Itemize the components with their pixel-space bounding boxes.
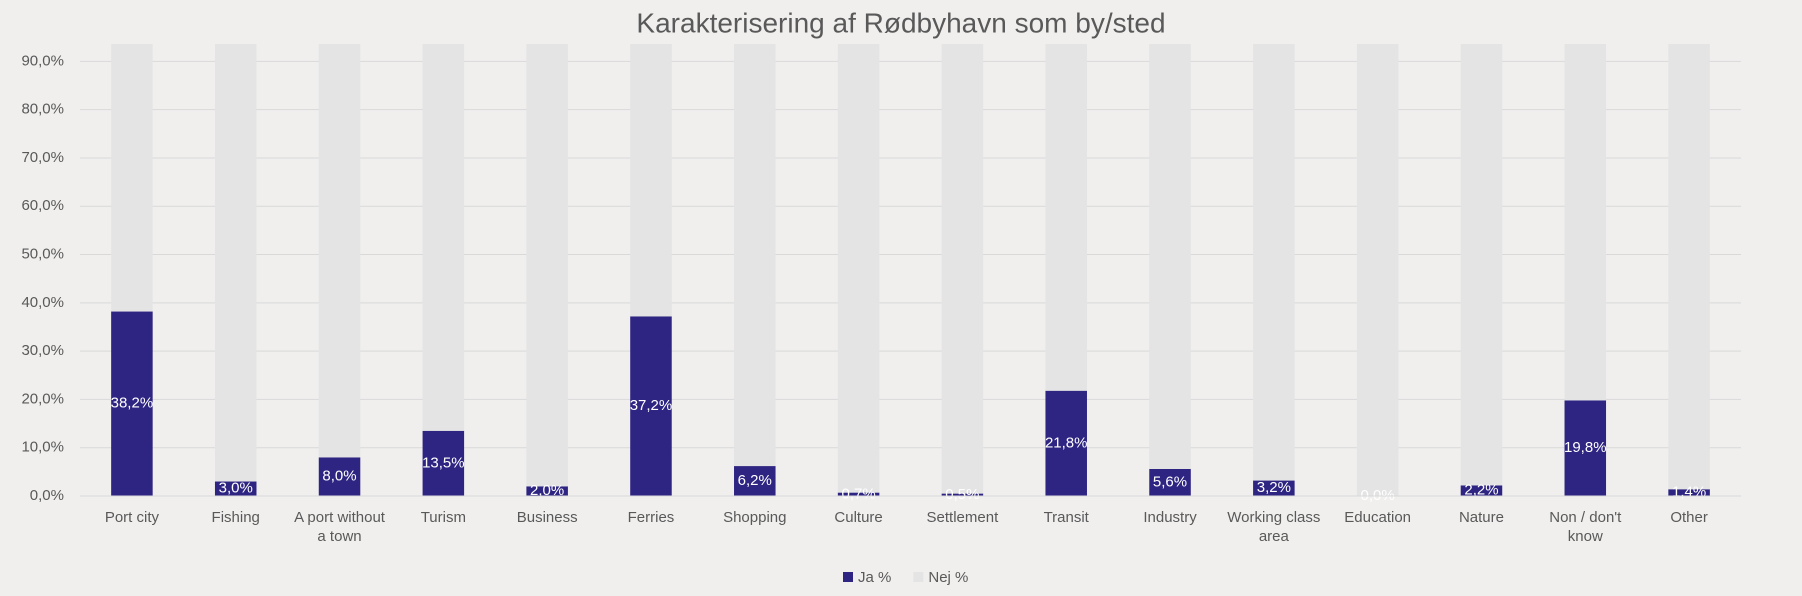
bar-segment	[1253, 44, 1295, 481]
bar-segment	[1564, 44, 1607, 401]
bar-segment	[1149, 468, 1191, 496]
y-tick-label: 90,0%	[21, 52, 64, 69]
bar-segment	[630, 44, 672, 317]
data-label: 3,0%	[219, 480, 253, 497]
data-label: 0,0%	[1361, 487, 1395, 504]
bar-segment	[318, 457, 361, 496]
y-tick-label: 40,0%	[21, 294, 64, 311]
bar-segment	[318, 44, 361, 458]
x-tick-label: Business	[516, 509, 578, 526]
x-tick-label: Shopping	[723, 509, 787, 526]
x-tick-label: Other	[1670, 509, 1708, 526]
x-tick-label: Culture	[834, 509, 883, 526]
x-tick-label: Non / don't know	[1549, 509, 1622, 545]
bar-segment	[214, 481, 257, 496]
legend-swatch	[913, 572, 924, 582]
x-tick-label: Industry	[1143, 509, 1197, 526]
data-label: 21,8%	[1045, 434, 1088, 451]
plot-area	[111, 44, 1710, 496]
x-tick-label: Nature	[1458, 509, 1504, 526]
bar-segment	[837, 492, 880, 496]
data-label: 8,0%	[322, 468, 356, 485]
x-tick-label: Transit	[1043, 509, 1089, 526]
bar-segment	[1668, 489, 1710, 496]
y-tick-label: 30,0%	[21, 342, 64, 359]
data-label: 13,5%	[422, 454, 465, 471]
chart-title: Karakterisering af Rødbyhavn som by/sted	[636, 7, 1165, 38]
bar-segment	[422, 430, 465, 496]
x-tick-label: A port without a town	[294, 509, 385, 545]
legend-label: Ja %	[858, 569, 891, 586]
bar-segment	[526, 44, 568, 487]
bar-segment	[1460, 44, 1503, 486]
data-label: 2,0%	[530, 482, 564, 499]
data-label: 3,2%	[1257, 479, 1291, 496]
y-tick-label: 60,0%	[21, 197, 64, 214]
bar-segment	[837, 44, 880, 493]
bar-segment	[1564, 400, 1607, 496]
legend-swatch	[843, 572, 853, 582]
x-tick-label: Fishing	[211, 509, 260, 526]
bar-segment	[214, 44, 257, 482]
data-label: 1,4%	[1672, 484, 1706, 501]
data-label: 0,7%	[841, 485, 875, 502]
bar-segment	[422, 44, 465, 431]
bar-segment	[111, 311, 153, 496]
y-tick-label: 0,0%	[30, 487, 64, 504]
data-label: 38,2%	[111, 395, 154, 412]
bar-segment	[111, 44, 153, 312]
data-label: 6,2%	[738, 472, 772, 489]
bar-segment	[1460, 485, 1503, 496]
bar-segment	[1668, 44, 1710, 490]
x-tick-label: Ferries	[627, 509, 675, 526]
y-tick-label: 80,0%	[21, 101, 64, 118]
bar-segment	[1149, 44, 1191, 469]
bar-segment	[941, 44, 984, 494]
data-label: 0,5%	[945, 486, 979, 503]
data-label: 19,8%	[1564, 439, 1607, 456]
y-tick-label: 20,0%	[21, 390, 64, 407]
legend-label: Nej %	[928, 569, 968, 586]
bar-segment	[526, 486, 568, 496]
y-tick-label: 70,0%	[21, 149, 64, 166]
x-tick-label: Settlement	[926, 509, 999, 526]
data-label: 37,2%	[630, 397, 673, 414]
data-label: 5,6%	[1153, 473, 1187, 490]
y-tick-label: 10,0%	[21, 439, 64, 456]
bar-segment	[630, 316, 672, 496]
bar-segment	[1356, 44, 1399, 496]
bar-segment	[734, 44, 776, 467]
bar-segment	[1253, 480, 1295, 496]
x-tick-label: Port city	[104, 509, 159, 526]
bar-segment	[734, 466, 776, 496]
data-label: 2,2%	[1464, 482, 1498, 499]
x-tick-label: Working class area	[1227, 509, 1321, 545]
bar-segment	[1045, 390, 1087, 496]
bar-segment	[941, 493, 984, 496]
y-tick-label: 50,0%	[21, 246, 64, 263]
x-tick-label: Education	[1344, 509, 1412, 526]
bar-segment	[1045, 44, 1087, 391]
x-tick-label: Turism	[420, 509, 466, 526]
